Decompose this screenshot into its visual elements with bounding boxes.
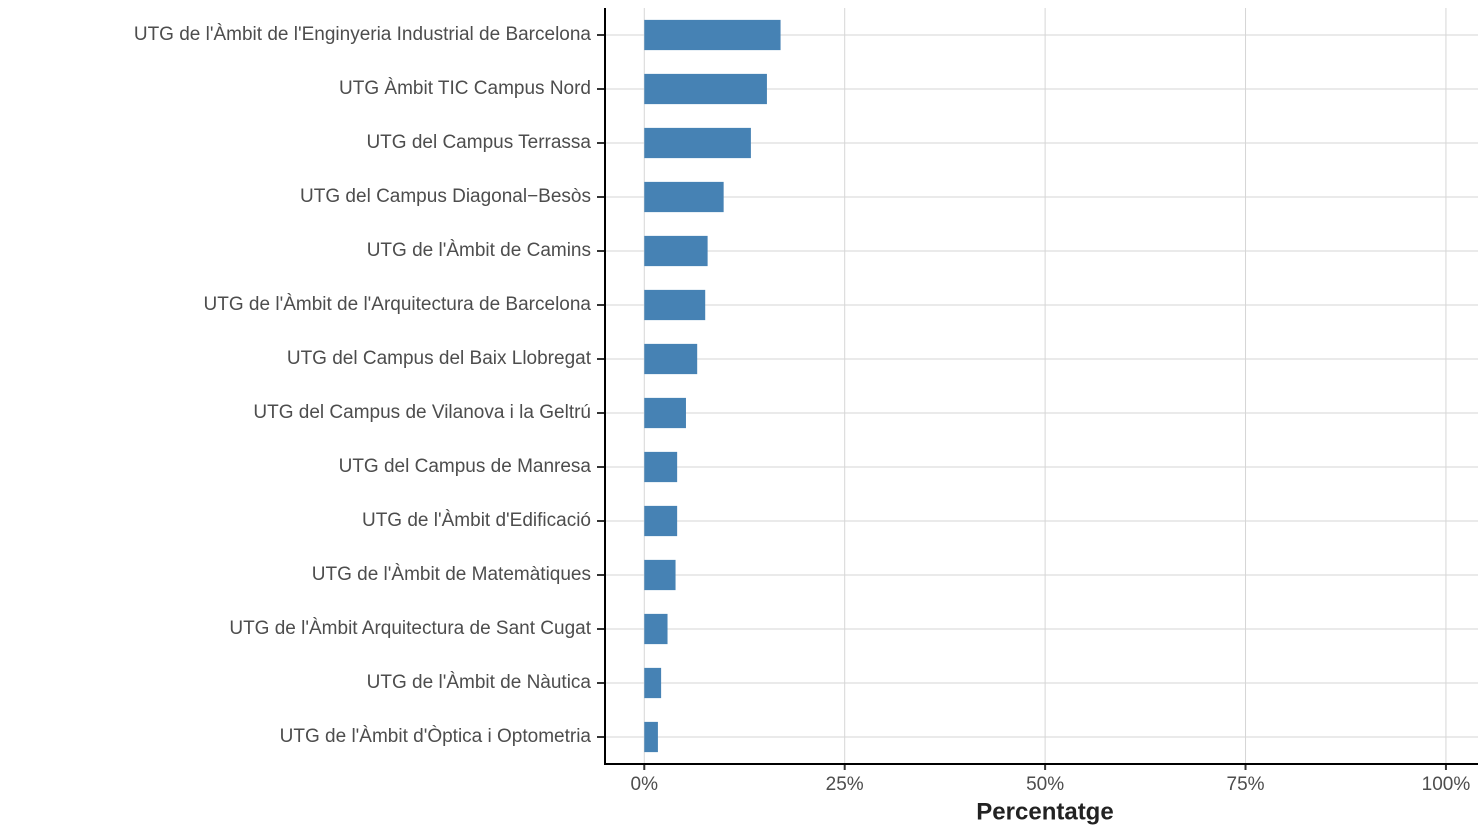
bar — [644, 235, 708, 267]
bar — [644, 721, 658, 753]
bar — [644, 613, 668, 645]
x-axis-title: Percentatge — [976, 798, 1113, 825]
x-tick-label: 100% — [1422, 774, 1471, 795]
y-tick-label: UTG de l'Àmbit d'Edificació — [362, 510, 591, 531]
x-tick-label: 50% — [1026, 774, 1064, 795]
y-tick-label: UTG del Campus de Manresa — [339, 456, 592, 477]
x-tick-label: 75% — [1227, 774, 1265, 795]
x-tick-label: 25% — [826, 774, 864, 795]
y-tick-label: UTG de l'Àmbit de Camins — [367, 240, 591, 261]
y-tick-label: UTG de l'Àmbit de l'Enginyeria Industria… — [134, 24, 592, 45]
bar — [644, 505, 678, 537]
y-tick-label: UTG de l'Àmbit d'Òptica i Optometria — [280, 725, 592, 747]
bar — [644, 181, 724, 213]
y-tick-label: UTG del Campus del Baix Llobregat — [287, 348, 592, 369]
bar — [644, 127, 751, 159]
y-tick-label: UTG del Campus Terrassa — [366, 132, 591, 153]
bar — [644, 397, 686, 429]
bar — [644, 559, 676, 591]
bar — [644, 667, 662, 699]
bar — [644, 73, 767, 105]
x-tick-label: 0% — [631, 774, 659, 795]
y-tick-label: UTG de l'Àmbit de Matemàtiques — [312, 564, 591, 585]
y-tick-label: UTG de l'Àmbit de l'Arquitectura de Barc… — [204, 294, 592, 315]
y-tick-label: UTG de l'Àmbit Arquitectura de Sant Cuga… — [229, 618, 591, 639]
bar — [644, 289, 706, 321]
y-tick-label: UTG Àmbit TIC Campus Nord — [339, 78, 591, 99]
y-tick-label: UTG del Campus de Vilanova i la Geltrú — [253, 402, 591, 423]
bar — [644, 451, 678, 483]
bar — [644, 343, 698, 375]
y-tick-label: UTG de l'Àmbit de Nàutica — [367, 672, 592, 693]
y-tick-label: UTG del Campus Diagonal−Besòs — [300, 186, 591, 207]
bar — [644, 19, 781, 51]
